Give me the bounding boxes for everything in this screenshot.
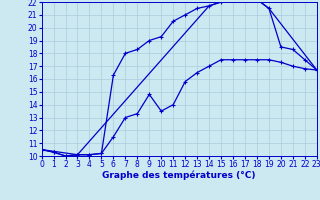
X-axis label: Graphe des températures (°C): Graphe des températures (°C) xyxy=(102,171,256,180)
